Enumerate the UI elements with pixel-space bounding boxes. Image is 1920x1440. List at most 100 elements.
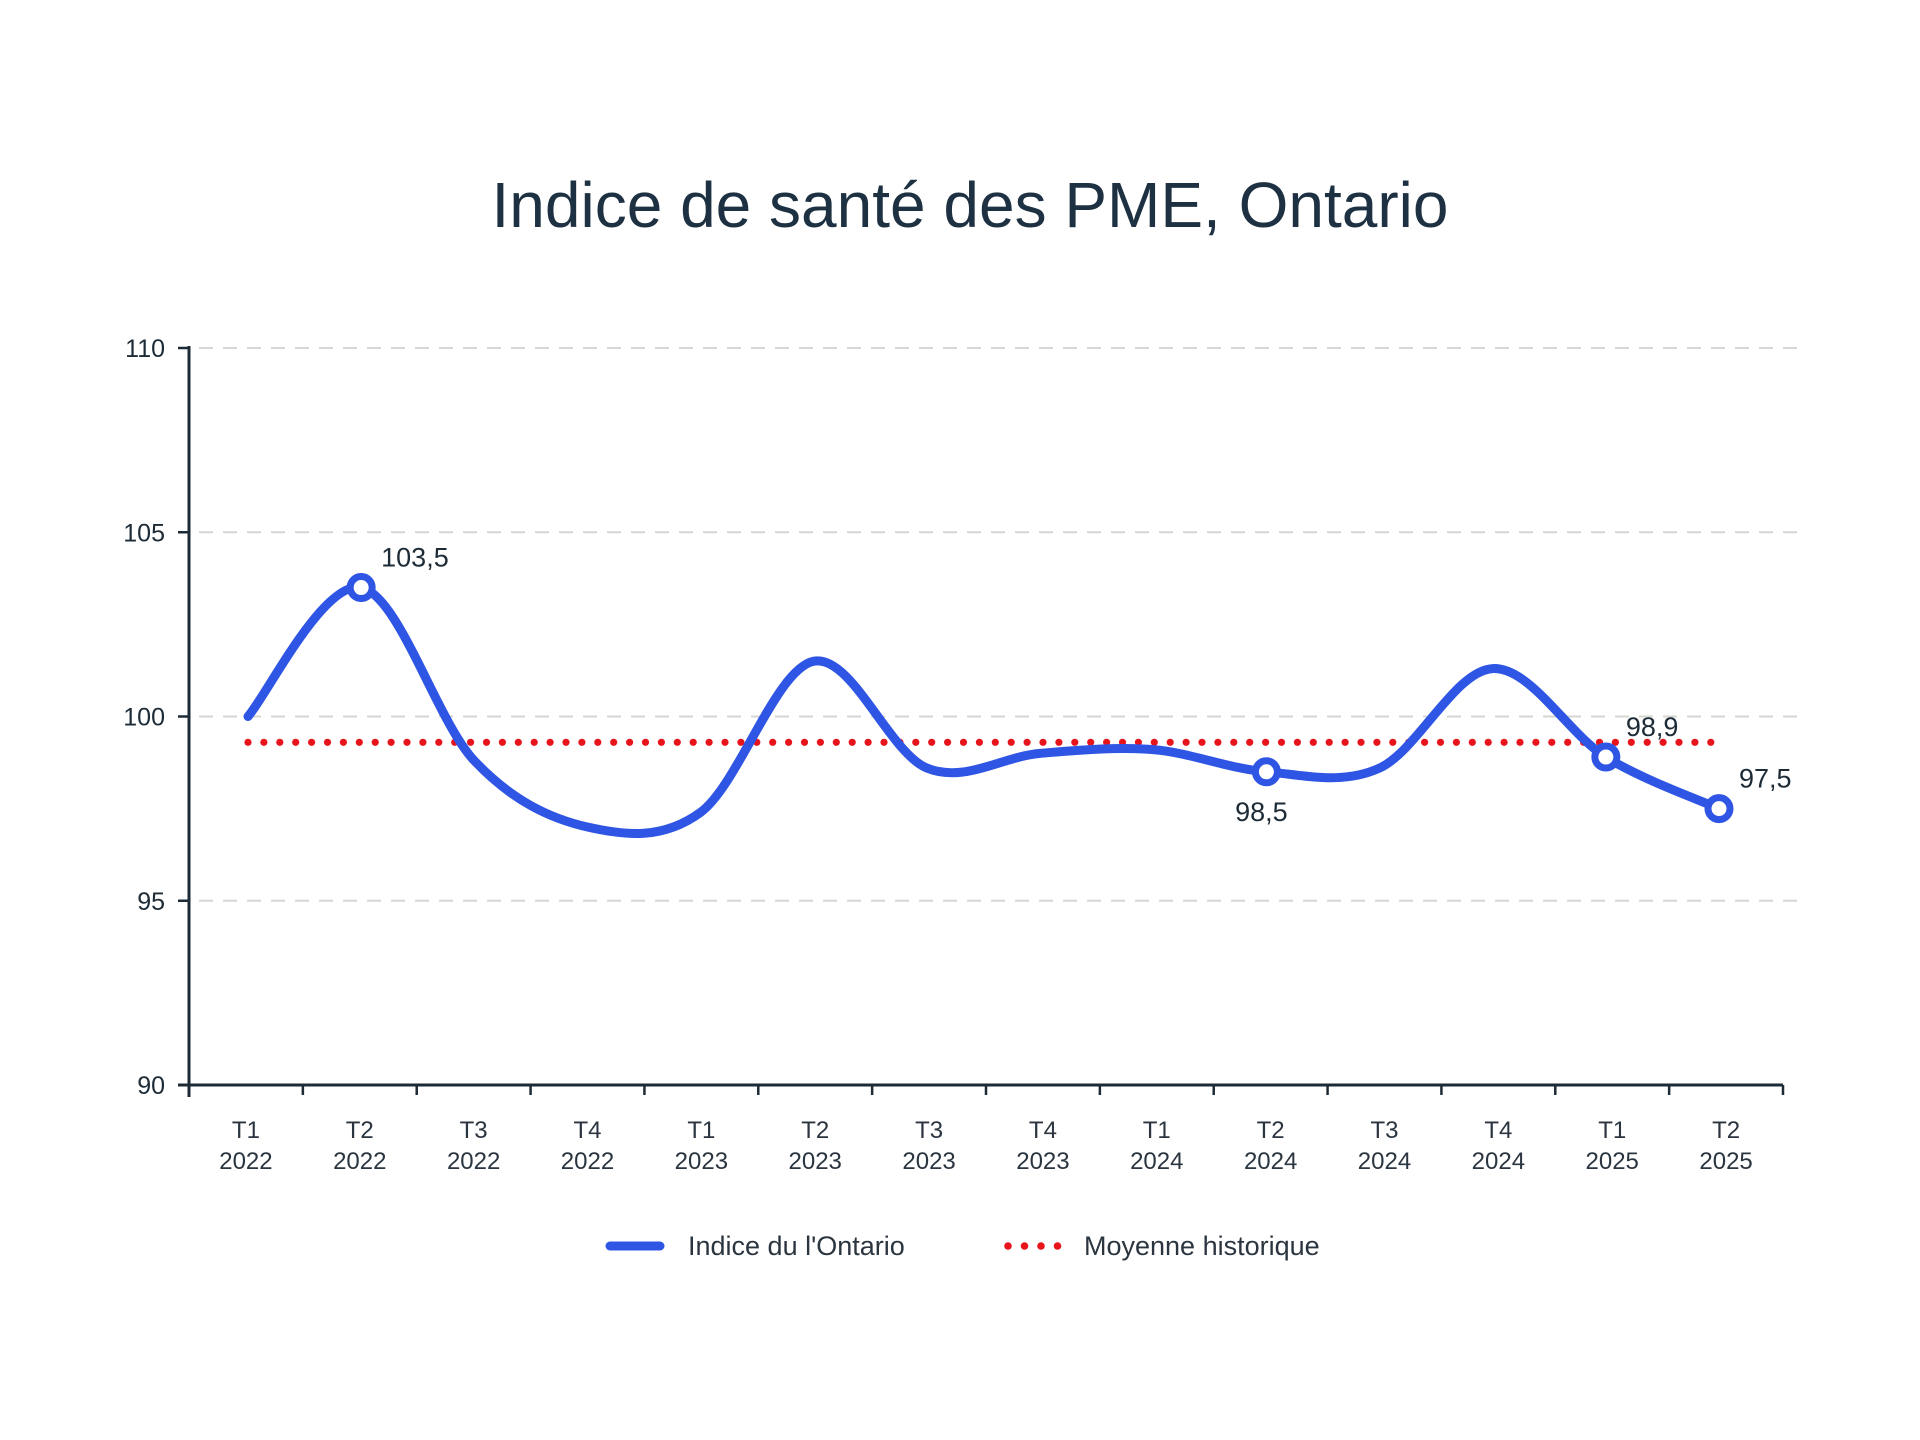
average-dot bbox=[355, 738, 363, 746]
average-dot bbox=[1039, 738, 1047, 746]
average-dot bbox=[1452, 738, 1460, 746]
average-dot bbox=[323, 738, 332, 746]
average-dot bbox=[959, 738, 968, 746]
ontario-index-line bbox=[243, 583, 1724, 839]
gridlines bbox=[199, 347, 1800, 902]
x-tick-label-year: 2023 bbox=[675, 1148, 728, 1175]
data-label: 103,5 bbox=[381, 543, 449, 573]
legend-item-historical-average[interactable]: Moyenne historique bbox=[1000, 1226, 1320, 1266]
data-marker bbox=[1251, 757, 1281, 787]
data-point bbox=[1039, 752, 1041, 754]
average-dot bbox=[1707, 738, 1715, 746]
x-tick-label-quarter: T3 bbox=[460, 1117, 488, 1144]
axes: 90 95 100 105 110 T1 2022 T2 2022 T3 2022 T4 2022 T1 2… bbox=[123, 335, 1785, 1175]
average-dot bbox=[498, 738, 506, 746]
legend-dot bbox=[1037, 1242, 1045, 1250]
x-tick-label-year: 2025 bbox=[1699, 1148, 1752, 1175]
x-tick-label-quarter: T1 bbox=[1143, 1117, 1171, 1144]
average-dot bbox=[1500, 738, 1508, 746]
average-dot bbox=[991, 738, 999, 746]
average-dot bbox=[1198, 738, 1206, 746]
average-dot bbox=[578, 738, 586, 746]
average-dot bbox=[339, 738, 347, 746]
x-tick-label-year: 2024 bbox=[1472, 1148, 1525, 1175]
average-dot bbox=[1659, 738, 1667, 746]
y-tick-label: 105 bbox=[123, 519, 165, 547]
average-dot bbox=[594, 738, 602, 746]
x-tick-label-year: 2023 bbox=[1016, 1148, 1069, 1175]
legend-item-ontario-index[interactable]: Indice du l'Ontario bbox=[604, 1226, 905, 1266]
x-tick-label-year: 2024 bbox=[1130, 1148, 1183, 1175]
x-tick-label-quarter: T4 bbox=[573, 1117, 601, 1144]
x-tick-label-quarter: T1 bbox=[232, 1117, 260, 1144]
average-dot bbox=[769, 738, 777, 746]
legend-label: Indice du l'Ontario bbox=[688, 1230, 905, 1261]
chart-title: Indice de santé des PME, Ontario bbox=[491, 169, 1449, 241]
average-dot bbox=[260, 738, 268, 746]
average-dot bbox=[546, 738, 554, 746]
data-point bbox=[473, 760, 475, 762]
historical-average-series bbox=[244, 738, 1715, 746]
average-dot bbox=[1309, 738, 1317, 746]
average-dot bbox=[610, 738, 618, 746]
average-dot bbox=[387, 738, 395, 746]
x-tick-label-year: 2024 bbox=[1358, 1148, 1411, 1175]
average-dot bbox=[1007, 738, 1015, 746]
average-dot bbox=[944, 738, 952, 746]
average-dot bbox=[1055, 738, 1063, 746]
x-tick-label-year: 2025 bbox=[1586, 1148, 1639, 1175]
ontario-index-series bbox=[243, 583, 1724, 839]
average-dot bbox=[721, 738, 729, 746]
x-tick-label-year: 2022 bbox=[219, 1148, 272, 1175]
average-dot bbox=[705, 738, 713, 746]
average-dot bbox=[1548, 738, 1556, 746]
x-tick-label-quarter: T2 bbox=[1257, 1117, 1285, 1144]
x-tick-label-quarter: T4 bbox=[1029, 1117, 1057, 1144]
average-dot bbox=[419, 738, 427, 746]
average-dot bbox=[1389, 738, 1397, 746]
average-dot bbox=[1341, 738, 1349, 746]
average-dot bbox=[737, 738, 745, 746]
average-dot bbox=[1277, 738, 1286, 746]
average-dot bbox=[292, 738, 300, 746]
y-tick-label: 100 bbox=[123, 704, 165, 732]
x-tick-label-quarter: T2 bbox=[346, 1117, 374, 1144]
data-point bbox=[1379, 767, 1381, 769]
legend-label: Moyenne historique bbox=[1084, 1230, 1320, 1261]
x-tick-label-year: 2022 bbox=[561, 1148, 614, 1175]
x-tick-label-year: 2022 bbox=[447, 1148, 500, 1175]
average-dot bbox=[864, 738, 872, 746]
average-dot bbox=[1246, 738, 1254, 746]
average-dot bbox=[1611, 738, 1619, 746]
legend-dot bbox=[1004, 1242, 1012, 1250]
data-point bbox=[586, 826, 588, 828]
average-dot bbox=[514, 738, 522, 746]
average-dot bbox=[1373, 738, 1381, 746]
data-point bbox=[1152, 749, 1154, 751]
data-marker bbox=[1704, 794, 1734, 824]
average-dot bbox=[832, 738, 840, 746]
average-dot bbox=[816, 738, 825, 746]
average-dot bbox=[1532, 738, 1540, 746]
x-tick-label-quarter: T2 bbox=[1712, 1117, 1740, 1144]
x-tick-label-quarter: T1 bbox=[687, 1117, 715, 1144]
average-dot bbox=[276, 738, 284, 746]
average-dot bbox=[1230, 738, 1238, 746]
average-dot bbox=[562, 738, 570, 746]
average-dot bbox=[689, 738, 697, 746]
x-tick-label-quarter: T3 bbox=[915, 1117, 943, 1144]
average-dot bbox=[403, 738, 411, 746]
average-dot bbox=[673, 738, 681, 746]
average-dot bbox=[1023, 738, 1031, 746]
data-label: 98,9 bbox=[1626, 712, 1679, 742]
average-dot bbox=[435, 738, 443, 746]
x-tick-label-quarter: T4 bbox=[1484, 1117, 1512, 1144]
legend-swatch-dotted-line-icon bbox=[1004, 1242, 1062, 1250]
average-dot bbox=[1468, 738, 1476, 746]
average-dot bbox=[1293, 738, 1301, 746]
average-dot bbox=[1150, 738, 1158, 746]
average-dot bbox=[641, 738, 650, 746]
data-labels: 103,5 98,5 98,9 97,5 bbox=[381, 543, 1791, 827]
average-dot bbox=[1675, 738, 1683, 746]
